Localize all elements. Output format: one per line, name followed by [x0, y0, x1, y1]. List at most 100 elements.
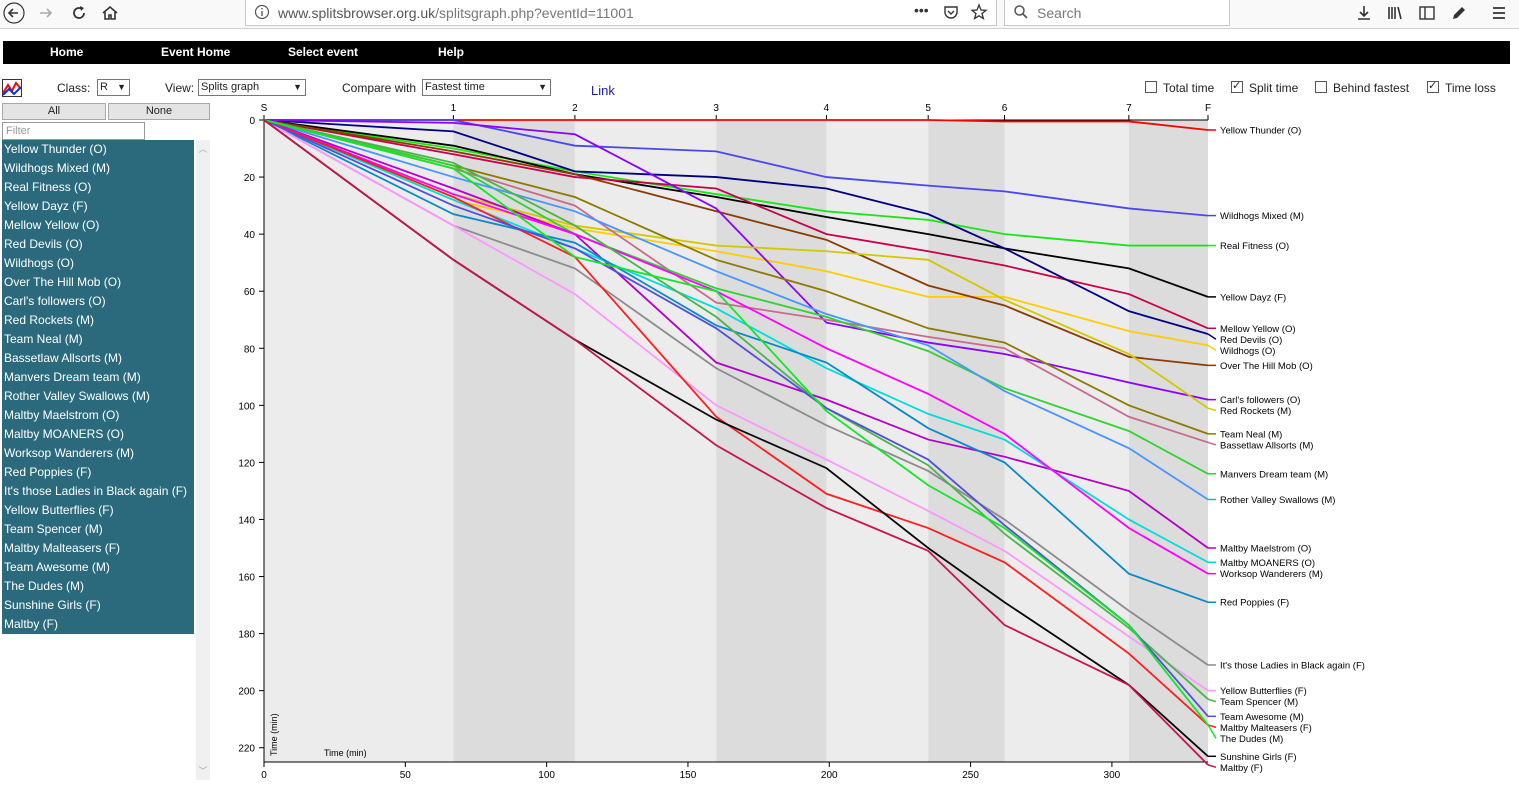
chevron-up-icon[interactable]: ︿	[198, 144, 208, 154]
series-end-label: Maltby MOANERS (O)	[1220, 558, 1315, 569]
series-line[interactable]	[263, 119, 1209, 766]
series-line[interactable]	[263, 119, 1209, 604]
team-list-item[interactable]: Team Spencer (M)	[4, 522, 103, 536]
download-icon[interactable]	[1352, 2, 1376, 24]
team-list-item[interactable]: Wildhogs (O)	[4, 256, 75, 270]
series-line[interactable]	[263, 119, 1209, 347]
address-bar[interactable]: www.splitsbrowser.org.uk/splitsgraph.php…	[245, 0, 997, 26]
class-select[interactable]: R ▼	[97, 79, 130, 96]
team-list-item[interactable]: Real Fitness (O)	[4, 180, 92, 194]
forward-icon[interactable]	[34, 2, 58, 24]
team-list-item[interactable]: Manvers Dream team (M)	[4, 370, 141, 384]
nav-event-home[interactable]: Event Home	[161, 45, 231, 59]
series-line[interactable]	[263, 119, 1209, 444]
series-line[interactable]	[264, 119, 1209, 131]
sidebar-toggle-icon[interactable]	[1415, 2, 1439, 24]
permalink[interactable]: Link	[591, 83, 615, 98]
team-list-item[interactable]: Mellow Yellow (O)	[4, 218, 100, 232]
nav-select-event[interactable]: Select event	[288, 45, 359, 59]
team-list-item[interactable]: Yellow Butterflies (F)	[4, 503, 114, 517]
graph-toolbar: Class: R ▼ View: Splits graph ▼ Compare wi…	[0, 76, 1519, 102]
hamburger-menu-icon[interactable]	[1487, 2, 1511, 24]
series-end-label: Bassetlaw Allsorts (M)	[1220, 440, 1313, 451]
team-list-item[interactable]: Sunshine Girls (F)	[4, 598, 101, 612]
team-list-item[interactable]: Maltby Maelstrom (O)	[4, 408, 120, 422]
team-list-item[interactable]: Red Poppies (F)	[4, 465, 92, 479]
y-tick-label: 120	[238, 458, 255, 469]
series-line[interactable]	[264, 119, 1209, 217]
reload-icon[interactable]	[67, 2, 91, 24]
bookmark-star-icon[interactable]	[970, 3, 988, 24]
series-line[interactable]	[263, 119, 1209, 401]
series-label-connector	[1207, 344, 1217, 351]
x-tick-label: 200	[821, 770, 838, 781]
series-line[interactable]	[263, 119, 1209, 575]
search-icon	[1013, 4, 1029, 23]
control-label: 6	[1002, 103, 1008, 114]
series-line[interactable]	[263, 119, 1209, 549]
view-select[interactable]: Splits graph ▼	[198, 79, 306, 96]
team-list-item[interactable]: Red Devils (O)	[4, 237, 83, 251]
series-end-label: Wildhogs Mixed (M)	[1220, 211, 1304, 222]
team-list-item[interactable]: Yellow Dayz (F)	[4, 199, 88, 213]
nav-home[interactable]: Home	[50, 45, 84, 59]
x-axis-title: Time (min)	[324, 748, 367, 758]
info-icon[interactable]	[254, 4, 270, 23]
edit-pen-icon[interactable]	[1447, 2, 1471, 24]
team-list-item[interactable]: Maltby MOANERS (O)	[4, 427, 125, 441]
time-loss-label: Time loss	[1445, 81, 1496, 95]
series-line[interactable]	[263, 119, 1209, 335]
team-list-item[interactable]: The Dudes (M)	[4, 579, 85, 593]
series-line[interactable]	[263, 119, 1209, 367]
team-list-item[interactable]: Wildhogs Mixed (M)	[4, 161, 111, 175]
x-tick-label: 250	[962, 770, 979, 781]
browser-toolbar: www.splitsbrowser.org.uk/splitsgraph.php…	[0, 0, 1519, 29]
team-list-item[interactable]: It's those Ladies in Black again (F)	[4, 484, 188, 498]
team-list-item[interactable]: Carl's followers (O)	[4, 294, 106, 308]
series-line[interactable]	[263, 119, 1209, 666]
time-loss-checkbox[interactable]	[1427, 79, 1439, 93]
y-tick-label: 140	[238, 515, 255, 526]
series-line[interactable]	[263, 119, 1209, 726]
series-line[interactable]	[263, 119, 1209, 726]
team-list-item[interactable]: Maltby Malteasers (F)	[4, 541, 121, 555]
class-label: Class:	[57, 81, 91, 95]
split-time-checkbox[interactable]	[1231, 79, 1243, 93]
total-time-checkbox[interactable]	[1145, 81, 1157, 93]
compare-select[interactable]: Fastest time ▼	[422, 79, 551, 96]
series-line[interactable]	[263, 119, 1209, 435]
select-all-button[interactable]: All	[2, 103, 106, 120]
search-bar[interactable]: Search	[1004, 0, 1230, 26]
series-line[interactable]	[263, 119, 1209, 692]
series-line[interactable]	[263, 119, 1209, 330]
team-list-item[interactable]: Team Neal (M)	[4, 332, 83, 346]
back-icon[interactable]	[2, 2, 26, 24]
series-line[interactable]	[263, 119, 1208, 247]
x-tick-label: 50	[400, 770, 412, 781]
team-list-item[interactable]: Rother Valley Swallows (M)	[4, 389, 150, 403]
series-end-label: Carl's followers (O)	[1220, 395, 1300, 406]
filter-input[interactable]: Filter	[2, 122, 145, 140]
nav-help[interactable]: Help	[438, 45, 465, 59]
control-label: S	[261, 103, 268, 114]
series-label-connector	[1207, 764, 1217, 769]
series-line[interactable]	[263, 119, 1209, 501]
x-tick-label: 300	[1104, 770, 1121, 781]
behind-fastest-checkbox[interactable]	[1315, 81, 1327, 93]
library-icon[interactable]	[1383, 2, 1407, 24]
team-list-item[interactable]: Yellow Thunder (O)	[4, 142, 107, 156]
series-line[interactable]	[263, 119, 1209, 298]
select-none-button[interactable]: None	[108, 103, 210, 120]
team-list-item[interactable]: Team Awesome (M)	[4, 560, 110, 574]
team-list-item[interactable]: Bassetlaw Allsorts (M)	[4, 351, 123, 365]
page-actions-menu[interactable]: •••	[914, 2, 929, 18]
chevron-down-icon[interactable]: ﹀	[198, 766, 208, 776]
series-end-label: It's those Ladies in Black again (F)	[1220, 660, 1365, 671]
team-list-item[interactable]: Worksop Wanderers (M)	[4, 446, 135, 460]
team-list-scrollbar[interactable]: ︿ ﹀	[196, 140, 210, 780]
pocket-icon[interactable]	[943, 4, 959, 23]
team-list-item[interactable]: Over The Hill Mob (O)	[4, 275, 122, 289]
team-list-item[interactable]: Red Rockets (M)	[4, 313, 95, 327]
team-list-item[interactable]: Maltby (F)	[4, 617, 58, 631]
home-icon[interactable]	[98, 2, 122, 24]
